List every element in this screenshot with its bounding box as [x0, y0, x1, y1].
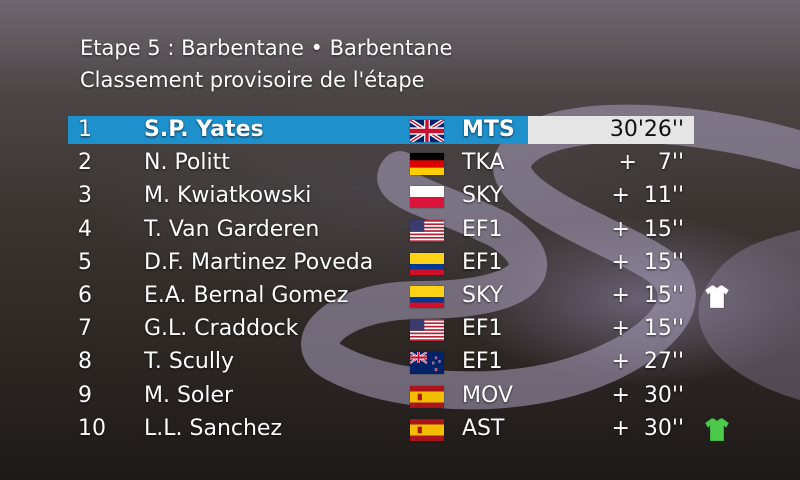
rank: 9	[78, 382, 92, 408]
de-flag-icon	[410, 153, 444, 176]
rider-name: T. Scully	[144, 349, 235, 375]
rank: 3	[78, 183, 92, 209]
leader-time: 30'26''	[528, 116, 694, 144]
stage-title: Etape 5 : Barbentane • Barbentane	[80, 36, 453, 60]
rider-name: G.L. Craddock	[144, 316, 299, 342]
green-jersey-icon	[704, 416, 730, 442]
es-flag-icon	[410, 385, 444, 408]
table-row: 5 D.F. Martinez Poveda EF1 + 15''	[68, 249, 694, 277]
time-gap: + 15''	[611, 283, 684, 308]
table-row: 1 S.P. Yates MTS 30'26''	[68, 116, 694, 144]
team-code: EF1	[462, 349, 503, 375]
rider-name: L.L. Sanchez	[144, 415, 283, 441]
nz-flag-icon	[410, 352, 444, 375]
rank: 10	[78, 415, 106, 441]
rider-name: N. Politt	[144, 150, 230, 176]
table-row: 9 M. Soler MOV + 30''	[68, 382, 694, 410]
team-code: MTS	[462, 117, 515, 142]
rank: 7	[78, 316, 92, 342]
rank: 1	[78, 117, 92, 142]
pl-flag-icon	[410, 186, 444, 209]
rider-name: T. Van Garderen	[144, 216, 320, 242]
team-code: AST	[462, 415, 505, 441]
rank: 4	[78, 216, 92, 242]
es-flag-icon	[410, 418, 444, 441]
time-gap: + 11''	[611, 183, 684, 209]
table-row: 8 T. Scully EF1 + 27''	[68, 348, 694, 376]
co-flag-icon	[410, 252, 444, 275]
team-code: TKA	[462, 150, 505, 176]
team-code: SKY	[462, 283, 504, 308]
time-gap: + 7''	[618, 150, 684, 176]
rider-name: S.P. Yates	[144, 117, 264, 142]
team-code: EF1	[462, 216, 503, 242]
rank: 2	[78, 150, 92, 176]
rider-name: E.A. Bernal Gomez	[144, 283, 349, 308]
team-code: SKY	[462, 183, 504, 209]
time-gap: + 30''	[611, 382, 684, 408]
time-gap: + 30''	[611, 415, 684, 441]
us-flag-icon	[410, 219, 444, 242]
table-row: 3 M. Kwiatkowski SKY + 11''	[68, 182, 694, 210]
table-row: 2 N. Politt TKA + 7''	[68, 149, 694, 177]
rank: 5	[78, 249, 92, 275]
rank: 8	[78, 349, 92, 375]
team-code: MOV	[462, 382, 513, 408]
table-row: 7 G.L. Craddock EF1 + 15''	[68, 315, 694, 343]
rider-name: D.F. Martinez Poveda	[144, 249, 374, 275]
time-gap: + 15''	[611, 216, 684, 242]
table-row: 4 T. Van Garderen EF1 + 15''	[68, 216, 694, 244]
time-gap: + 15''	[611, 249, 684, 275]
white-jersey-icon	[704, 283, 730, 309]
gb-flag-icon	[410, 120, 444, 142]
us-flag-icon	[410, 319, 444, 342]
time-gap: + 27''	[611, 349, 684, 375]
team-code: EF1	[462, 249, 503, 275]
rider-name: M. Soler	[144, 382, 234, 408]
time-gap: + 15''	[611, 316, 684, 342]
table-row: 10 L.L. Sanchez AST + 30''	[68, 415, 730, 443]
team-code: EF1	[462, 316, 503, 342]
classification-title: Classement provisoire de l'étape	[80, 68, 425, 92]
rank: 6	[78, 283, 92, 308]
table-row: 6 E.A. Bernal Gomez SKY + 15''	[68, 282, 730, 310]
co-flag-icon	[410, 286, 444, 308]
rider-name: M. Kwiatkowski	[144, 183, 312, 209]
